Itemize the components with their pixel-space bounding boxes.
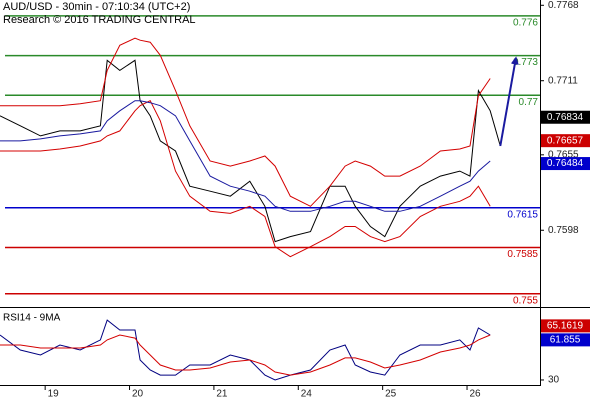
x-tick-label: 20: [132, 389, 144, 400]
level-label: 0.773: [513, 57, 538, 68]
price-tag-label: 0.76834: [547, 112, 584, 123]
x-tick-label: 26: [469, 389, 481, 400]
price-tag: [541, 134, 590, 148]
x-tick-label: 21: [216, 389, 228, 400]
x-tick-label: 24: [301, 389, 313, 400]
forecast-arrow: [499, 56, 519, 147]
price-tag-label: 61.855: [550, 335, 581, 346]
y-tick-label: 0.7768: [548, 0, 579, 11]
series-line: [0, 334, 491, 376]
series-line: [0, 100, 491, 212]
chart-title: AUD/USD - 30min - 07:10:34 (UTC+2): [3, 1, 190, 13]
series-line: [0, 37, 491, 207]
series-line: [0, 100, 491, 258]
price-tag-label: 0.76657: [547, 135, 584, 146]
level-label: 0.7585: [507, 249, 538, 260]
y-tick-label: 0.7598: [548, 225, 579, 236]
indicator-title: RSI14 - 9MA: [3, 313, 61, 324]
price-tag-label: 0.76484: [547, 158, 584, 169]
price-tag: [541, 319, 590, 333]
level-label: 0.77: [519, 97, 539, 108]
price-tag: [541, 110, 590, 124]
price-tag: [541, 157, 590, 171]
y-tick-label: 0.7655: [548, 149, 579, 160]
chart-subtitle: Research © 2016 TRADING CENTRAL: [3, 14, 196, 26]
x-tick-label: 25: [385, 389, 397, 400]
y-tick-label: 0.7711: [548, 75, 578, 86]
y-tick-label: 30: [548, 375, 560, 386]
price-tag: [541, 333, 590, 347]
level-label: 0.755: [513, 295, 538, 306]
level-label: 0.776: [513, 18, 538, 29]
price-tag-label: 65.1619: [547, 321, 584, 332]
x-tick-label: 19: [48, 389, 60, 400]
level-label: 0.7615: [507, 209, 538, 220]
